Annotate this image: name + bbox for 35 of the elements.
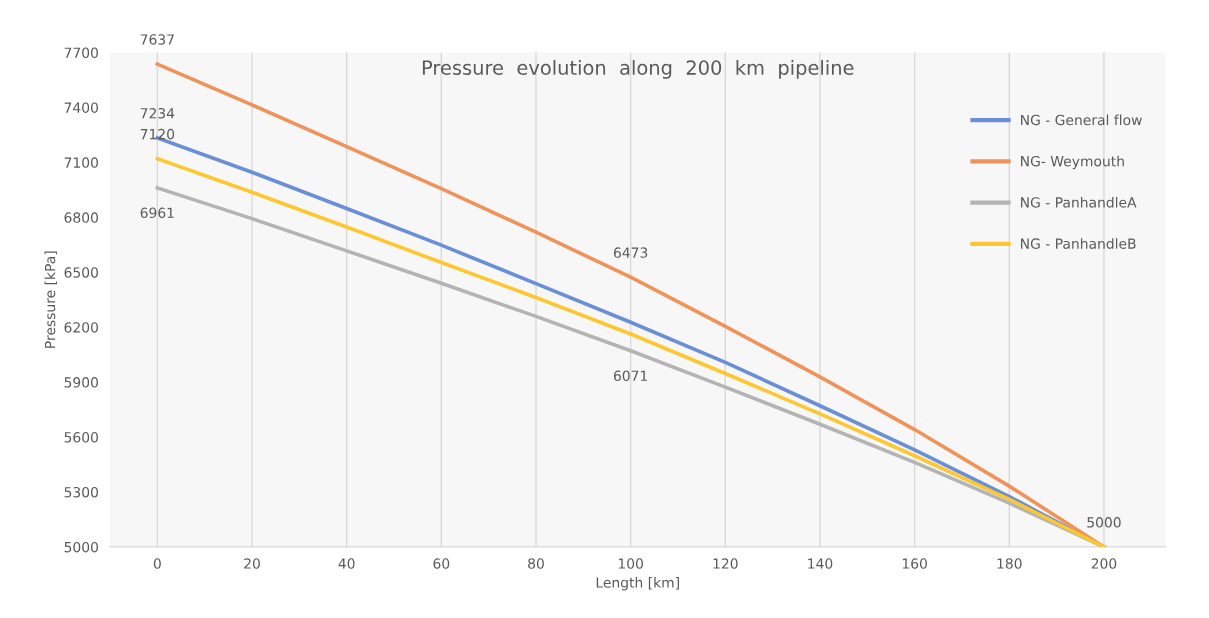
x-tick-label: 200 [1091, 558, 1117, 569]
x-tick-label: 120 [713, 558, 738, 569]
chart-title: Pressure evolution along 200 km pipeline [422, 59, 854, 79]
data-label: 6473 [613, 247, 648, 258]
x-tick-label: 160 [902, 558, 927, 569]
y-tick-label: 7400 [64, 102, 98, 113]
y-tick-label: 7100 [64, 157, 98, 168]
x-tick-label: 80 [528, 558, 544, 569]
legend-label: NG - PanhandleA [1021, 196, 1137, 208]
x-tick-label: 60 [433, 558, 450, 569]
y-tick-label: 5600 [64, 432, 98, 443]
legend-label: NG - General flow [1021, 114, 1142, 126]
data-label: 6071 [613, 370, 648, 382]
y-tick-label: 5000 [64, 541, 98, 553]
x-tick-label: 40 [338, 558, 355, 569]
legend-label: NG- Weymouth [1021, 155, 1124, 170]
x-tick-label: 100 [618, 558, 643, 569]
x-tick-label: 180 [997, 558, 1022, 569]
x-tick-label: 0 [153, 558, 161, 569]
y-tick-label: 7700 [64, 47, 98, 58]
data-label: 7637 [140, 34, 174, 45]
y-tick-label: 6800 [64, 212, 98, 223]
data-label: 7234 [140, 108, 175, 119]
x-tick-label: 20 [244, 558, 260, 569]
y-tick-label: 5900 [64, 377, 98, 388]
x-tick-label: 140 [808, 558, 833, 569]
y-axis-title: Pressure [kPa] [44, 251, 57, 348]
y-tick-label: 6200 [64, 322, 98, 333]
x-axis-title: Length [km] [596, 577, 679, 591]
legend-label: NG - PanhandleB [1021, 238, 1136, 249]
data-label: 7120 [140, 128, 175, 140]
y-tick-label: 6500 [64, 267, 98, 278]
data-label: 6961 [140, 207, 174, 219]
y-tick-label: 5300 [64, 486, 98, 498]
data-label: 5000 [1087, 517, 1121, 528]
